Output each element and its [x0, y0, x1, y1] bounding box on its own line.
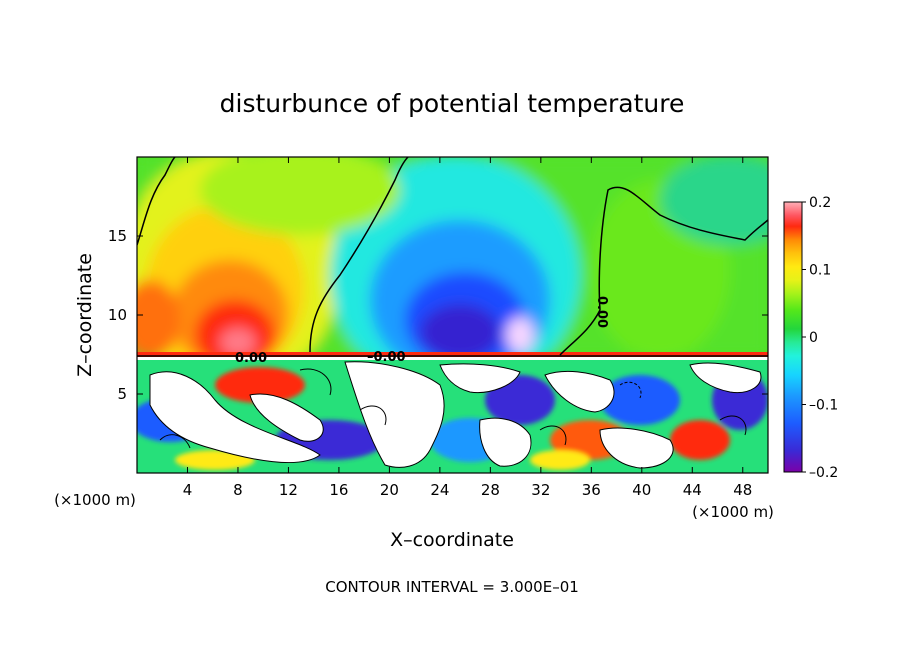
x-unit-right: (×1000 m) [692, 503, 774, 521]
colorbar-fill [783, 201, 803, 473]
contour-label: –0.00 [367, 350, 406, 365]
x-tick-label: 28 [481, 481, 500, 499]
x-tick-label: 44 [683, 481, 702, 499]
heatmap-field [137, 157, 768, 473]
contour-label: 0.00 [235, 351, 267, 366]
colorbar-tick-label: 0.2 [809, 195, 831, 211]
x-tick-label: 20 [380, 481, 399, 499]
contour-interval-note: CONTOUR INTERVAL = 3.000E–01 [325, 578, 579, 596]
y-axis: 5 10 15 [108, 227, 768, 403]
x-axis-label: X–coordinate [390, 529, 514, 551]
x-tick-label: 12 [279, 481, 298, 499]
colorbar-tick-label: 0 [809, 330, 818, 346]
contour-labels: 0.00 –0.00 0.00 [235, 296, 609, 366]
x-tick-label: 36 [582, 481, 601, 499]
x-tick-label: 32 [531, 481, 550, 499]
x-tick-label: 40 [632, 481, 651, 499]
contour-label: 0.00 [594, 296, 609, 328]
x-tick-label: 8 [233, 481, 243, 499]
y-tick-label: 15 [108, 227, 127, 245]
x-tick-label: 24 [430, 481, 449, 499]
colorbar-tick-label: 0.1 [809, 263, 831, 279]
colorbar-tick-label: –0.2 [809, 465, 838, 481]
chart-title: disturbunce of potential temperature [220, 89, 685, 118]
y-tick-label: 5 [117, 385, 127, 403]
colorbar: 0.2 0.1 0 –0.1 –0.2 [783, 195, 838, 481]
x-tick-label: 48 [733, 481, 752, 499]
x-tick-label: 16 [329, 481, 348, 499]
x-unit-left: (×1000 m) [54, 491, 136, 509]
y-tick-label: 10 [108, 306, 127, 324]
y-axis-label: Z–coordinate [74, 253, 96, 377]
x-axis: 4 8 12 16 20 24 28 32 36 40 44 48 [183, 157, 752, 499]
colorbar-tick-label: –0.1 [809, 398, 838, 414]
x-tick-label: 4 [183, 481, 193, 499]
